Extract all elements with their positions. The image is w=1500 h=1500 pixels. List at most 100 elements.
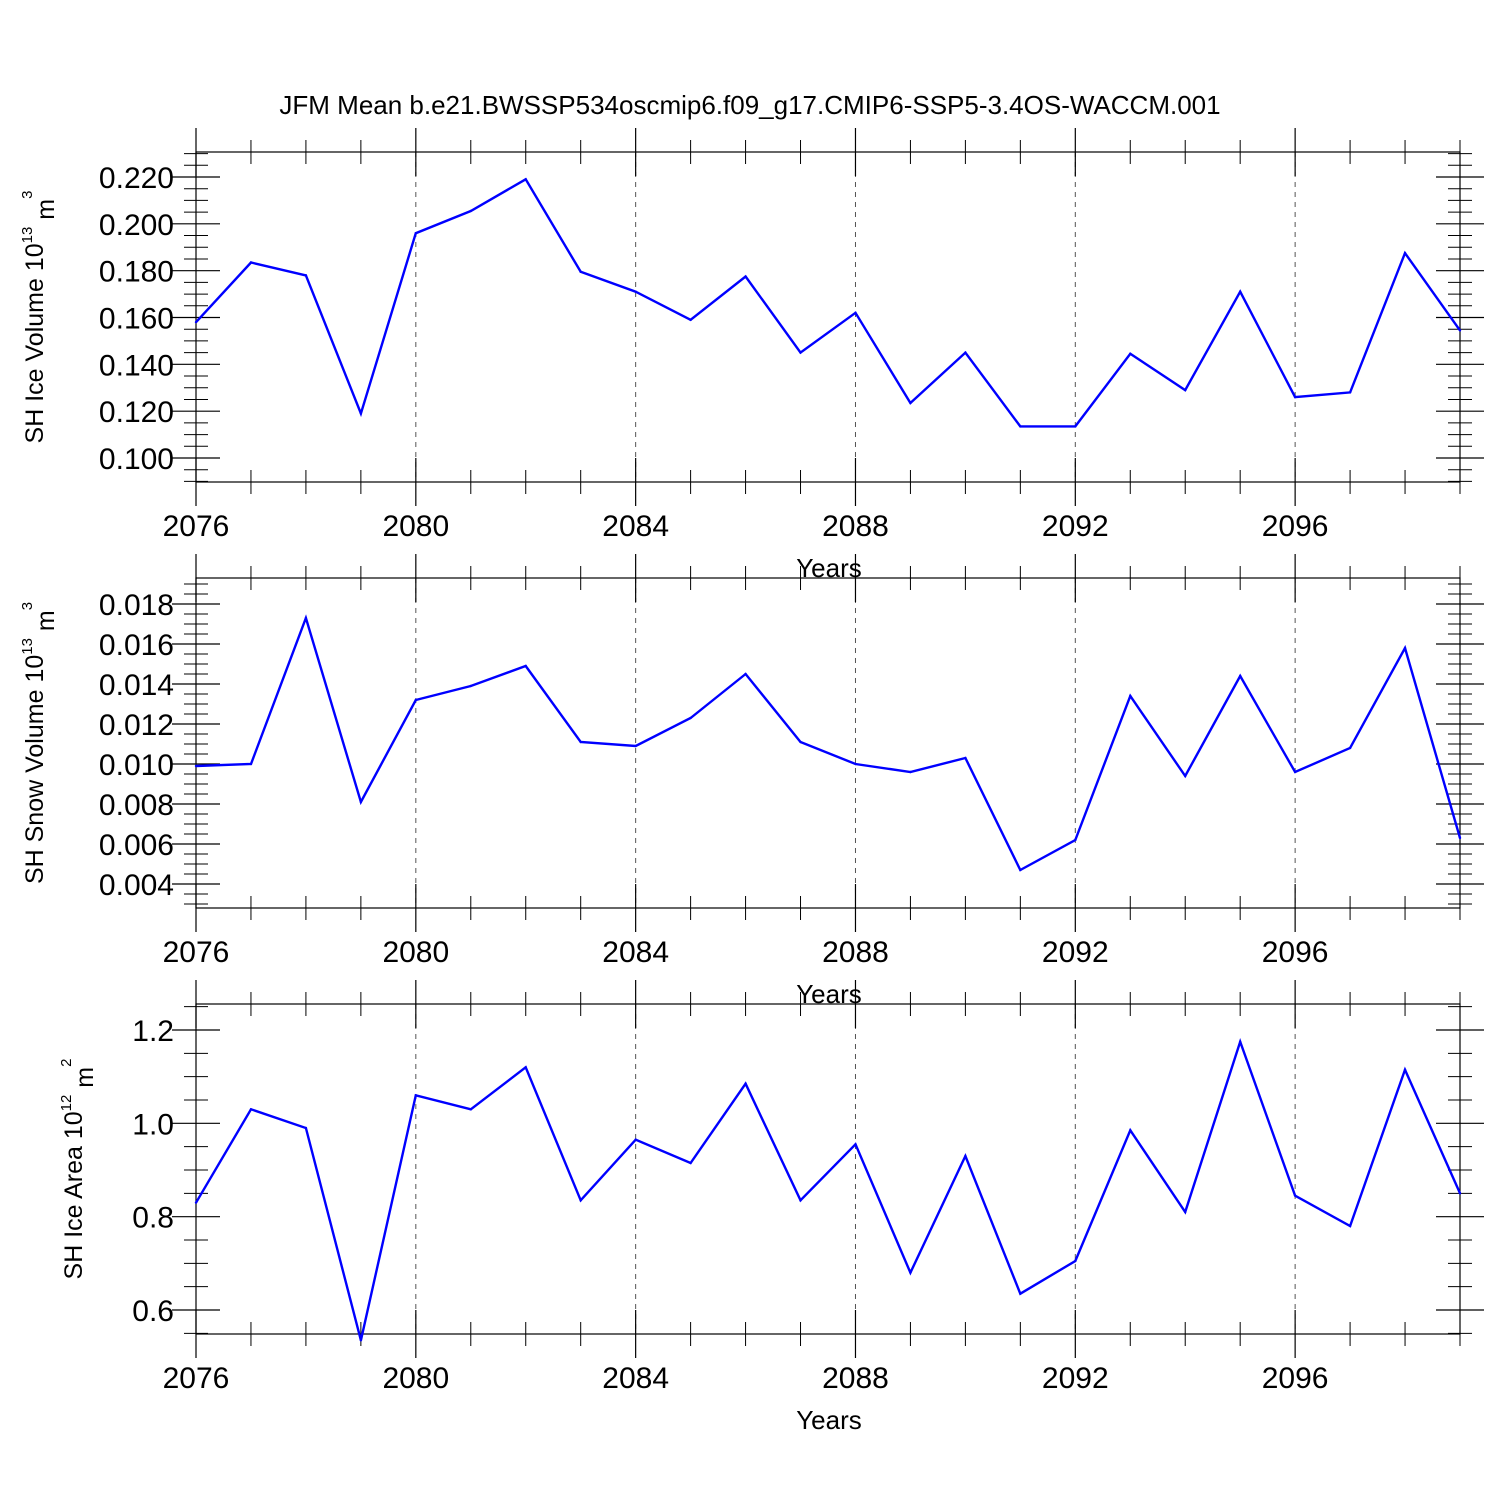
y-axis-label: SH Snow Volume 1013 m3 [19,602,60,884]
data-point [964,351,967,354]
panel-3: 0.6 0.8 1.0 1.2 2076 2080 2084 2088 2092 2096 Year… [58,980,1484,1435]
data-point [909,770,912,774]
x-tick-label: 2076 [163,1362,230,1395]
y-tick-label: 0.100 [99,443,174,476]
data-point [1129,1129,1132,1132]
y-tick-label: 1.2 [132,1015,174,1048]
data-point [524,1066,527,1069]
plot-frame [195,1003,1461,1335]
data-point [744,1082,747,1085]
y-axis-label-part: m [32,610,60,638]
x-tick-label: 2080 [382,510,449,543]
x-tick-label: 2096 [1262,510,1329,543]
data-point [964,756,967,760]
data-point [1184,774,1187,778]
data-point [194,764,198,768]
data-point [1458,329,1462,332]
data-point [634,1138,637,1141]
data-point [799,1199,802,1202]
data-point [414,1094,418,1097]
x-tick-label: 2088 [822,1362,889,1395]
series-line [195,177,1461,428]
data-point [249,1108,253,1111]
data-point [1184,388,1187,392]
data-point [909,401,912,405]
data-point [1458,1192,1462,1195]
y-axis-label-part: 13 [19,638,36,655]
panel-2: 0.004 0.006 0.008 0.010 0.012 0.014 0.016 0.018… [19,554,1484,1009]
data-point [964,1154,967,1158]
y-axis-label-part: SH Ice Area 10 [60,1111,88,1279]
data-point [689,1161,692,1165]
x-tick-label: 2092 [1042,936,1109,969]
data-point [249,261,253,264]
y-tick-label: 0.6 [132,1295,174,1328]
data-point [1293,395,1297,399]
x-tick-label: 2088 [822,510,889,543]
x-tick-label: 2080 [382,1362,449,1395]
data-point [1184,1210,1187,1214]
series-line [195,614,1462,872]
data-point [1293,770,1297,774]
y-axis-label-part: 2 [58,1059,75,1067]
data-point [1403,251,1407,255]
chart-title: JFM Mean b.e21.BWSSP534oscmip6.f09_g17.C… [279,90,1220,120]
y-axis-label: SH Ice Volume 1013 m3 [19,191,60,444]
y-axis-label-part: 12 [58,1095,75,1112]
data-point [909,1271,912,1274]
data-point [359,412,363,415]
data-point [1238,290,1242,293]
y-tick-label: 0.006 [99,829,174,862]
data-point [1074,425,1077,428]
y-tick-label: 0.220 [99,162,174,195]
data-point [579,740,582,744]
data-point [469,1108,472,1111]
y-tick-label: 0.180 [99,256,174,289]
data-point [359,800,363,804]
data-point [414,698,418,702]
y-axis-label: SH Ice Area 1012 m2 [58,1059,99,1280]
data-point [1019,1292,1022,1295]
data-point [359,1339,363,1342]
data-point [1074,1259,1077,1263]
y-tick-label: 0.012 [99,709,174,742]
x-tick-label: 2088 [822,936,889,969]
data-point [1019,425,1022,428]
data-point [304,274,308,277]
data-point [799,740,802,744]
x-tick-label: 2084 [602,510,669,543]
data-point [634,744,637,748]
data-point [1019,868,1022,872]
data-point [469,684,472,688]
data-point [744,672,747,676]
x-tick-label: 2084 [602,936,669,969]
data-point [1348,746,1352,750]
data-point [1238,1040,1242,1043]
y-tick-label: 0.120 [99,396,174,429]
y-tick-label: 0.014 [99,669,174,702]
data-point [249,762,253,766]
data-point [1348,1224,1352,1228]
x-tick-label: 2096 [1262,1362,1329,1395]
data-point [579,1199,582,1202]
data-point [524,178,527,181]
data-point [1293,1194,1297,1197]
y-tick-label: 0.160 [99,303,174,336]
y-axis-label-part: SH Snow Volume 10 [21,655,49,884]
y-tick-label: 0.016 [99,629,174,662]
x-tick-label: 2096 [1262,936,1329,969]
series-line [194,1037,1462,1341]
y-tick-label: 0.010 [99,749,174,782]
y-axis-label-part: 3 [19,191,36,199]
y-axis-label-part: 13 [19,227,36,244]
plot-frame [195,577,1461,909]
data-point [1129,694,1132,698]
x-tick-label: 2080 [382,936,449,969]
y-tick-label: 0.140 [99,349,174,382]
y-tick-label: 1.0 [132,1108,174,1141]
y-axis-label-part: m [32,199,60,227]
panels-container: 0.100 0.120 0.140 0.160 0.180 0.200 0.220 2076 2… [19,128,1484,1435]
x-tick-label: 2092 [1042,1362,1109,1395]
y-axis-label-part: SH Ice Volume 10 [21,243,49,443]
